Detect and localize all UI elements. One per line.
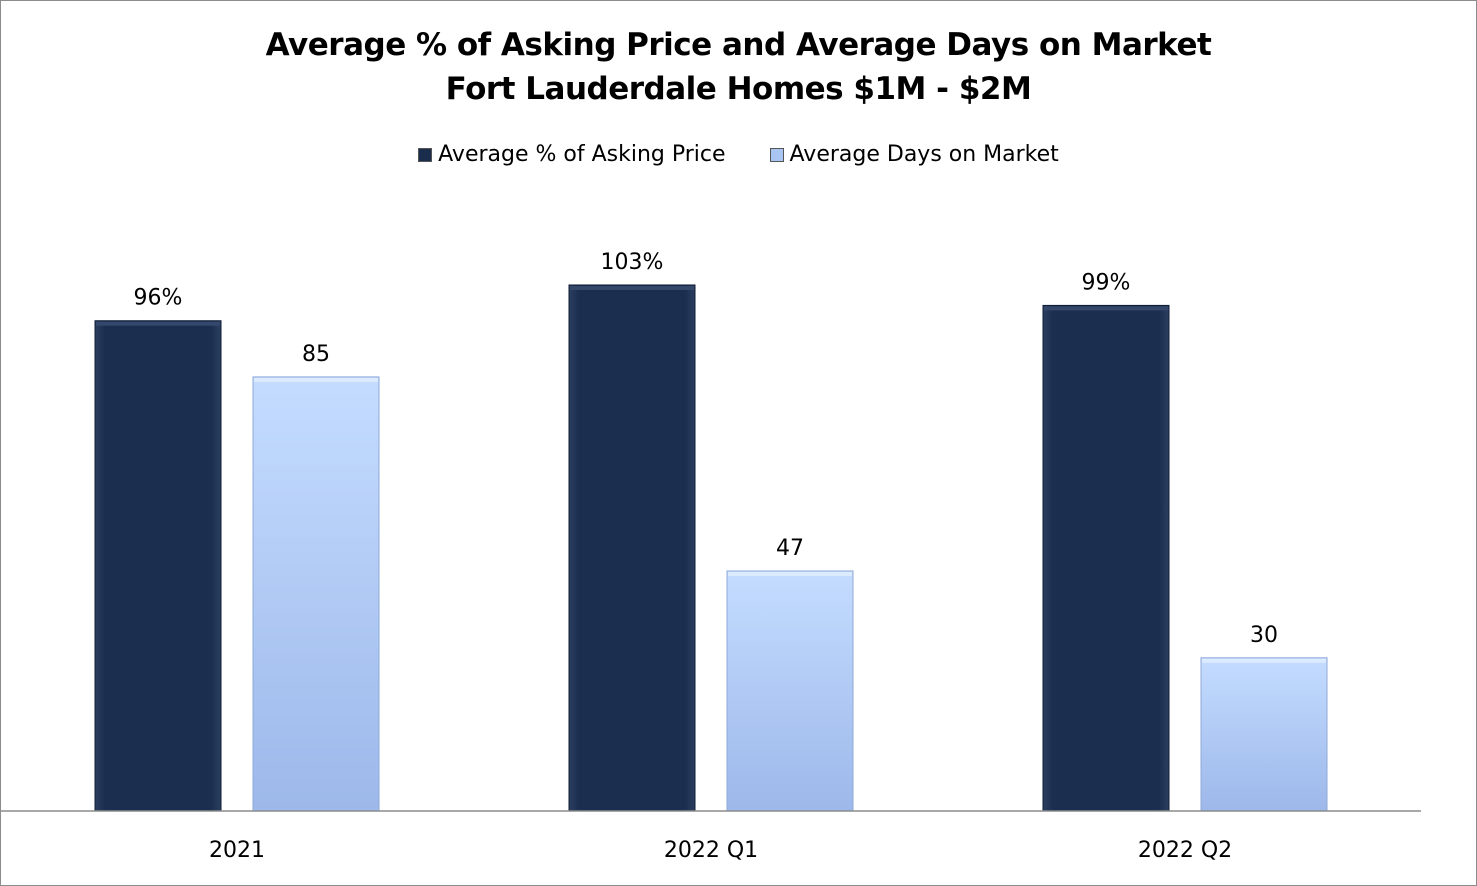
data-label: 85 xyxy=(302,342,330,367)
bar-asking-price-2022-q1 xyxy=(568,284,696,812)
data-label: 99% xyxy=(1082,270,1131,295)
data-label: 30 xyxy=(1250,623,1278,648)
legend: Average % of Asking Price Average Days o… xyxy=(0,142,1477,167)
bar-asking-price-2021 xyxy=(94,320,222,812)
x-tick-label: 2021 xyxy=(209,838,265,863)
bar-days-on-market-2022-q2 xyxy=(1200,657,1328,812)
legend-label-asking-price: Average % of Asking Price xyxy=(438,142,726,167)
bar-bevel xyxy=(1202,658,1326,663)
legend-label-days-on-market: Average Days on Market xyxy=(789,142,1059,167)
bar-bevel xyxy=(1044,306,1168,311)
bar-bevel xyxy=(96,321,220,326)
data-label: 103% xyxy=(601,250,664,275)
chart-title: Average % of Asking Price and Average Da… xyxy=(265,27,1212,63)
bar-bevel xyxy=(570,285,694,290)
legend-item-asking-price: Average % of Asking Price xyxy=(418,142,726,167)
x-tick-label: 2022 Q1 xyxy=(664,838,758,863)
data-label: 96% xyxy=(134,286,183,311)
bar-bevel xyxy=(254,377,378,382)
legend-item-days-on-market: Average Days on Market xyxy=(769,142,1059,167)
legend-swatch-days-on-market xyxy=(769,147,784,162)
chart-subtitle: Fort Lauderdale Homes $1M - $2M xyxy=(445,71,1032,107)
bar-days-on-market-2021 xyxy=(252,376,380,812)
bar-asking-price-2022-q2 xyxy=(1042,304,1170,812)
legend-swatch-asking-price xyxy=(418,147,433,162)
x-tick-label: 2022 Q2 xyxy=(1138,838,1232,863)
bar-days-on-market-2022-q1 xyxy=(726,570,854,812)
bar-bevel xyxy=(728,571,852,576)
data-label: 47 xyxy=(776,536,804,561)
